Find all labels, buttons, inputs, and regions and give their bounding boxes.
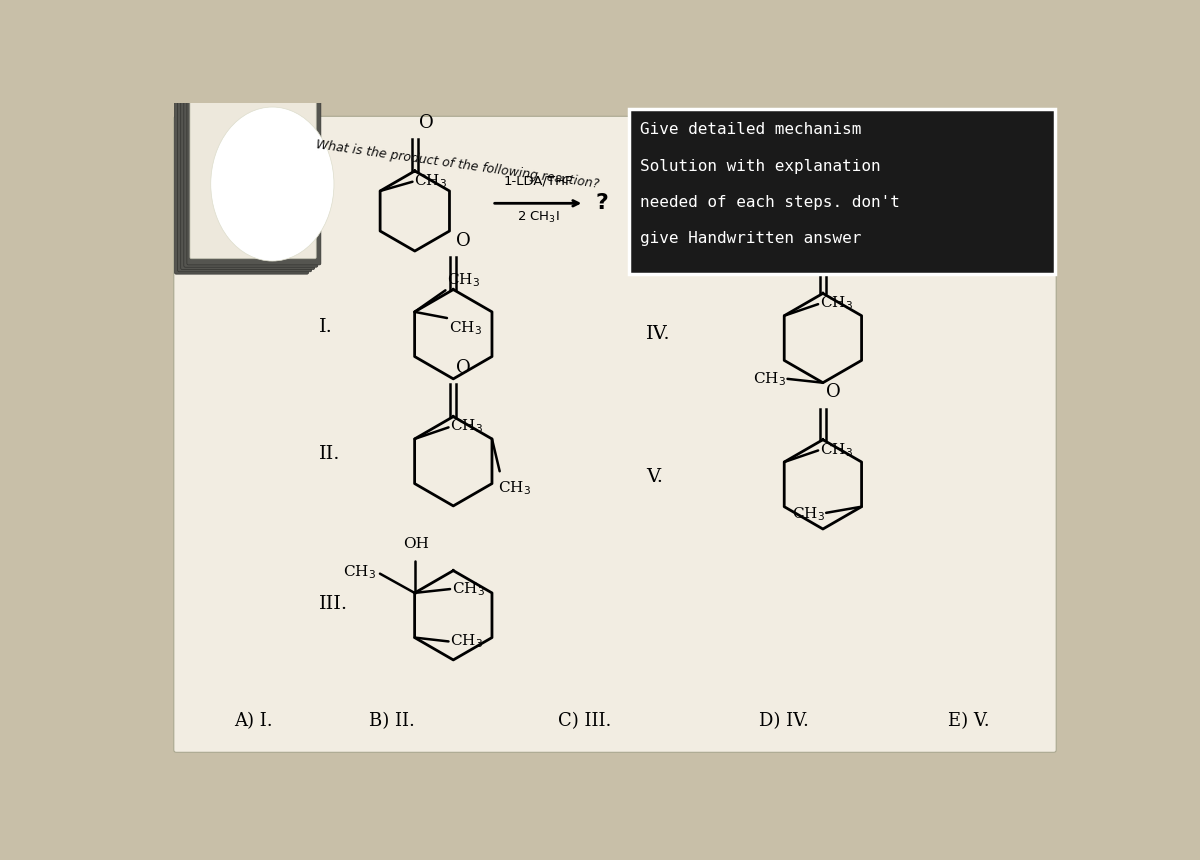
- Text: CH$_3$: CH$_3$: [820, 295, 853, 312]
- Text: 2 CH$_3$I: 2 CH$_3$I: [517, 210, 559, 224]
- Text: ?: ?: [595, 194, 608, 213]
- Text: D) IV.: D) IV.: [760, 712, 809, 730]
- FancyBboxPatch shape: [629, 109, 1056, 274]
- Text: B) II.: B) II.: [368, 712, 415, 730]
- Text: OH: OH: [403, 538, 430, 551]
- Text: CH$_3$: CH$_3$: [451, 580, 485, 598]
- FancyBboxPatch shape: [190, 101, 317, 259]
- FancyBboxPatch shape: [187, 77, 320, 265]
- Text: CH$_3$: CH$_3$: [820, 441, 853, 458]
- Ellipse shape: [211, 107, 334, 261]
- Text: 1-LDA/THF: 1-LDA/THF: [503, 175, 572, 187]
- Text: give Handwritten answer: give Handwritten answer: [640, 231, 862, 246]
- Text: CH$_3$: CH$_3$: [446, 271, 480, 289]
- Text: CH$_3$: CH$_3$: [449, 320, 481, 337]
- Text: E) V.: E) V.: [948, 712, 990, 730]
- FancyBboxPatch shape: [174, 86, 308, 274]
- Text: CH$_3$: CH$_3$: [498, 479, 532, 497]
- Text: II.: II.: [318, 445, 340, 463]
- Text: III.: III.: [318, 595, 348, 612]
- Text: O: O: [420, 114, 434, 132]
- Text: CH$_3$: CH$_3$: [414, 172, 448, 190]
- Text: I.: I.: [318, 317, 332, 335]
- Text: O: O: [826, 384, 841, 401]
- Text: O: O: [456, 231, 472, 249]
- Text: V.: V.: [646, 468, 662, 486]
- FancyBboxPatch shape: [181, 82, 314, 269]
- Text: needed of each steps. don't: needed of each steps. don't: [640, 195, 900, 210]
- Text: O: O: [456, 359, 472, 377]
- Text: CH$_3$: CH$_3$: [450, 633, 484, 650]
- Text: CH$_3$: CH$_3$: [792, 506, 824, 523]
- Text: What is the product of the following reaction?: What is the product of the following rea…: [314, 138, 600, 191]
- Text: CH$_3$: CH$_3$: [450, 418, 484, 435]
- Text: A) I.: A) I.: [234, 712, 272, 730]
- Text: CH$_3$: CH$_3$: [752, 370, 786, 388]
- Text: O: O: [826, 237, 841, 255]
- FancyBboxPatch shape: [184, 79, 318, 267]
- FancyBboxPatch shape: [174, 116, 1056, 752]
- Text: C) III.: C) III.: [558, 712, 611, 730]
- Text: CH$_3$: CH$_3$: [343, 563, 376, 581]
- Text: IV.: IV.: [646, 325, 671, 343]
- FancyBboxPatch shape: [178, 84, 312, 272]
- Text: Solution with explanation: Solution with explanation: [640, 158, 881, 174]
- Text: Give detailed mechanism: Give detailed mechanism: [640, 122, 862, 138]
